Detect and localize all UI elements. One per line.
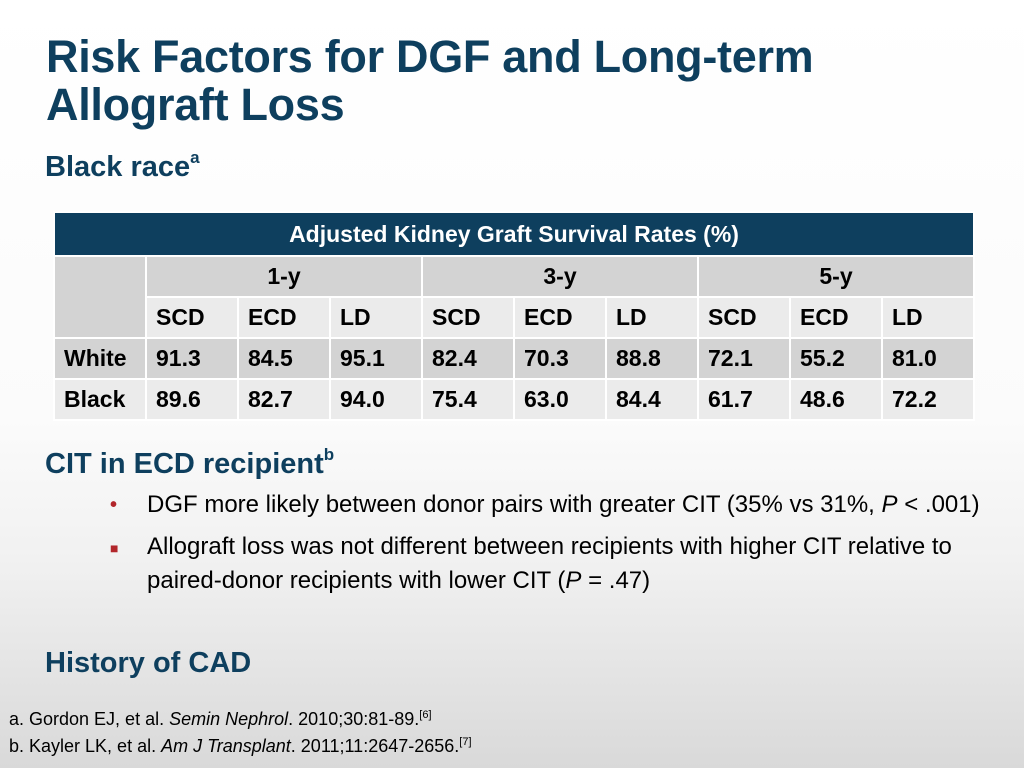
table-cell: 89.6	[145, 378, 239, 421]
donor-type-header: ECD	[789, 296, 883, 339]
year-header-1y: 1-y	[145, 255, 423, 298]
section-heading-cit: CIT in ECD recipientb	[45, 445, 335, 481]
table-cell: 82.7	[237, 378, 331, 421]
donor-type-header: SCD	[421, 296, 515, 339]
slide-title: Risk Factors for DGF and Long-term Allog…	[46, 31, 814, 130]
row-label: Black	[53, 378, 147, 421]
title-line-1: Risk Factors for DGF and Long-term	[46, 31, 814, 82]
donor-type-header: LD	[605, 296, 699, 339]
reference-citation: [7]	[459, 736, 472, 748]
bullet-text-end: < .001)	[897, 491, 980, 518]
table-cell: 88.8	[605, 337, 699, 380]
table-cell: 75.4	[421, 378, 515, 421]
table-corner	[53, 255, 147, 339]
donor-type-header: SCD	[145, 296, 239, 339]
heading-text: CIT in ECD recipient	[45, 448, 324, 480]
bullet-text: Allograft loss was not different between…	[147, 533, 952, 594]
p-value-symbol: P	[565, 567, 582, 594]
row-label: White	[53, 337, 147, 380]
table-cell: 84.4	[605, 378, 699, 421]
donor-type-header: ECD	[513, 296, 607, 339]
table-cell: 72.1	[697, 337, 791, 380]
reference-details: . 2011;11:2647-2656.	[290, 736, 460, 756]
bullet-text-end: = .47)	[581, 567, 651, 594]
table-caption: Adjusted Kidney Graft Survival Rates (%)	[52, 211, 976, 257]
heading-text: History of CAD	[45, 647, 252, 679]
table-cell: 94.0	[329, 378, 423, 421]
table-row-white: White 91.3 84.5 95.1 82.4 70.3 88.8 72.1…	[53, 337, 976, 380]
reference-journal: Am J Transplant	[161, 736, 291, 756]
table-cell: 84.5	[237, 337, 331, 380]
donor-type-header: SCD	[697, 296, 791, 339]
table-cell: 72.2	[880, 378, 976, 421]
reference-authors: b. Kayler LK, et al.	[9, 736, 162, 756]
reference-citation: [6]	[419, 709, 432, 721]
reference-details: . 2010;30:81-89.	[288, 709, 420, 729]
table-cell: 81.0	[880, 337, 976, 380]
year-header-3y: 3-y	[421, 255, 699, 298]
donor-type-header: ECD	[237, 296, 331, 339]
table-cell: 82.4	[421, 337, 515, 380]
p-value-symbol: P	[881, 491, 898, 518]
reference-journal: Semin Nephrol	[169, 709, 289, 729]
table-cell: 61.7	[697, 378, 791, 421]
table-cell: 55.2	[789, 337, 883, 380]
section-heading-black-race: Black racea	[45, 148, 200, 184]
bullet-dot-icon: •	[110, 494, 118, 516]
bullet-square-icon: ■	[110, 540, 119, 556]
table-cell: 91.3	[145, 337, 239, 380]
footnote-marker: a	[190, 148, 200, 167]
heading-text: Black race	[45, 151, 191, 183]
reference-authors: a. Gordon EJ, et al.	[9, 709, 170, 729]
donor-type-header: LD	[880, 296, 976, 339]
donor-type-header-row: SCD ECD LD SCD ECD LD SCD ECD LD	[54, 296, 976, 339]
section-heading-cad: History of CAD	[45, 646, 251, 680]
year-header-5y: 5-y	[696, 255, 976, 298]
table-caption-row: Adjusted Kidney Graft Survival Rates (%)	[52, 211, 976, 257]
footnote-marker: b	[323, 445, 335, 464]
donor-type-header: LD	[329, 296, 423, 339]
reference-a: a. Gordon EJ, et al. Semin Nephrol. 2010…	[9, 706, 472, 733]
list-item: ■ Allograft loss was not different betwe…	[105, 530, 985, 598]
survival-rates-table: Adjusted Kidney Graft Survival Rates (%)…	[52, 211, 976, 421]
table-cell: 48.6	[789, 378, 883, 421]
table-cell: 95.1	[329, 337, 423, 380]
list-item: • DGF more likely between donor pairs wi…	[105, 488, 985, 522]
year-header-row: 1-y 3-y 5-y	[53, 255, 976, 339]
bullet-text: DGF more likely between donor pairs with…	[147, 491, 882, 518]
table-cell: 70.3	[513, 337, 607, 380]
table-row-black: Black 89.6 82.7 94.0 75.4 63.0 84.4 61.7…	[53, 378, 976, 421]
references: a. Gordon EJ, et al. Semin Nephrol. 2010…	[9, 706, 472, 760]
table-cell: 63.0	[513, 378, 607, 421]
cit-bullet-list: • DGF more likely between donor pairs wi…	[105, 488, 985, 598]
reference-b: b. Kayler LK, et al. Am J Transplant. 20…	[9, 733, 472, 760]
title-line-2: Allograft Loss	[46, 79, 345, 130]
